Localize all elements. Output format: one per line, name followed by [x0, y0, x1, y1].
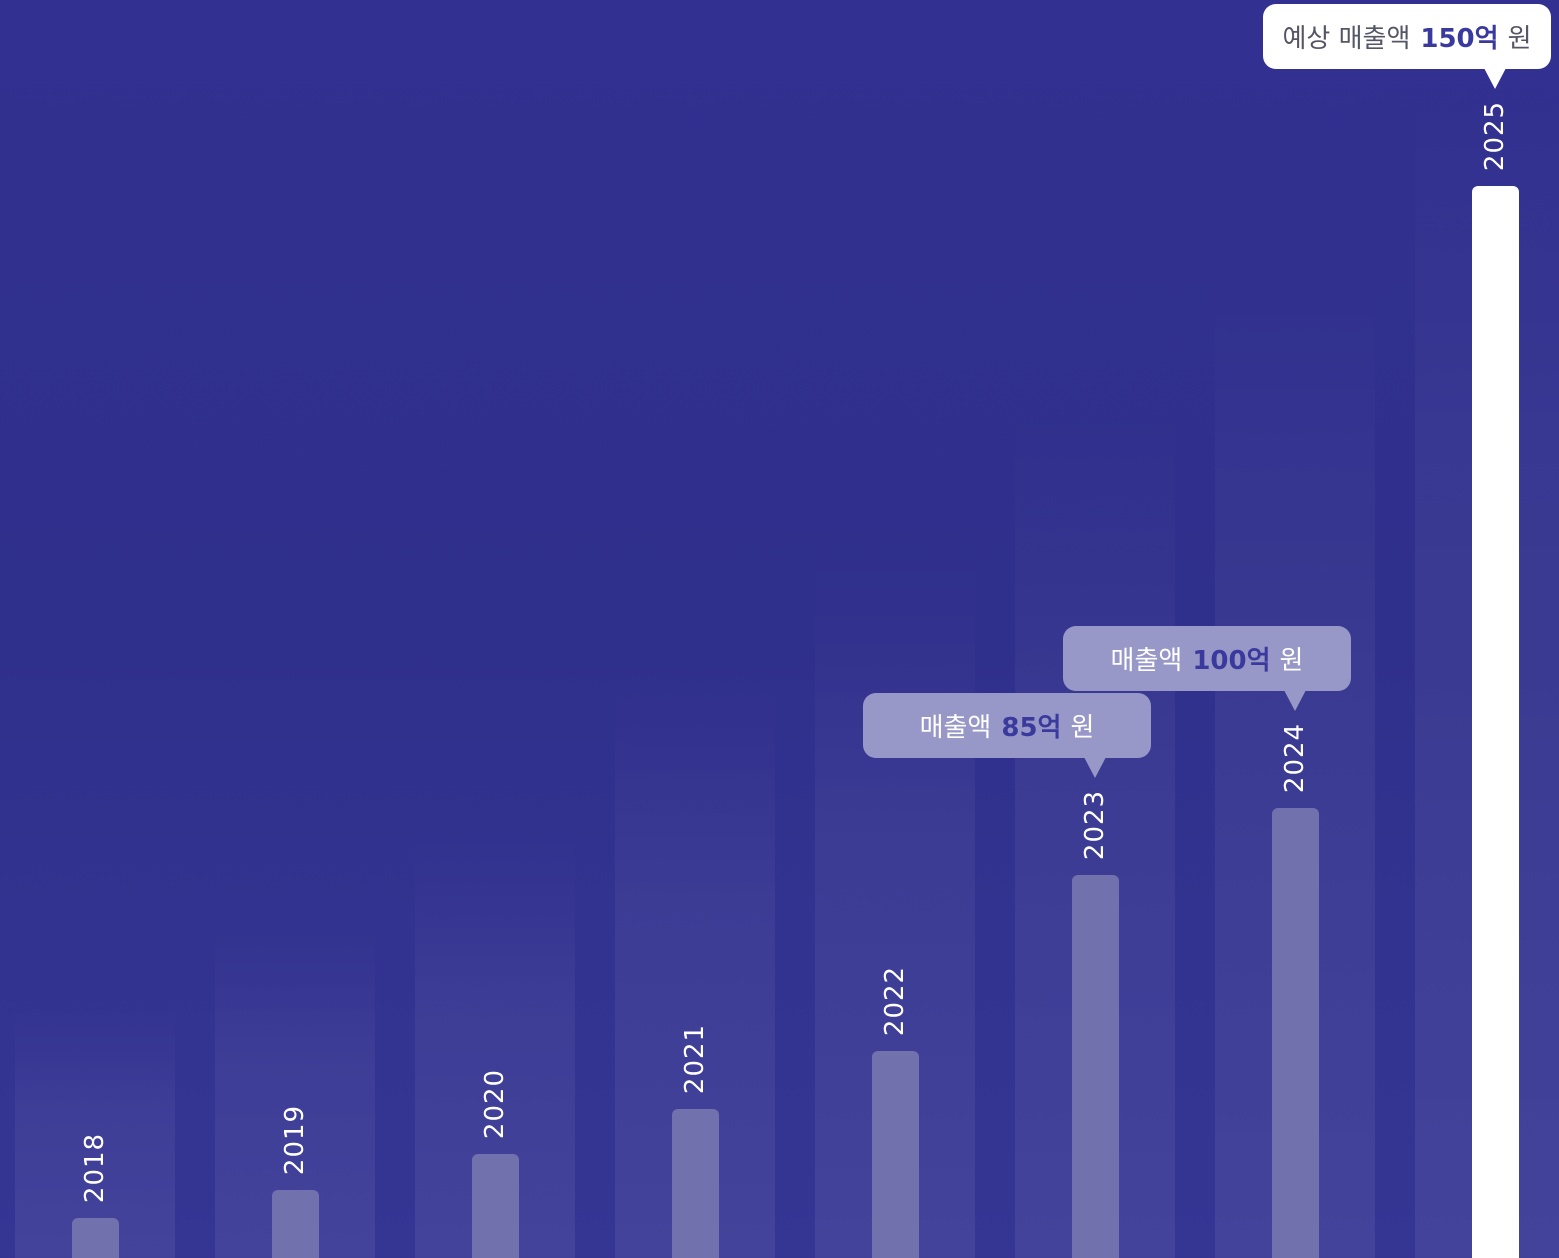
callout-prefix: 매출액 [919, 713, 992, 744]
bar-2025 [1471, 186, 1519, 1258]
year-label-2025: 2025 [1480, 100, 1510, 172]
callout-pointer [1284, 689, 1306, 711]
year-label-2020: 2020 [480, 1069, 510, 1140]
bar-2022 [871, 1050, 919, 1258]
callout-unit: 원 [1070, 713, 1095, 744]
background-column [15, 1008, 175, 1258]
year-label-2021: 2021 [680, 1024, 710, 1095]
callout-value: 85억 [1001, 713, 1062, 744]
callout-unit: 원 [1279, 645, 1304, 676]
bar-2018 [71, 1218, 119, 1258]
callout-pointer [1084, 757, 1106, 779]
year-label-2024: 2024 [1280, 722, 1310, 793]
bar-2019 [271, 1190, 319, 1258]
bar-2021 [671, 1109, 719, 1258]
callout-value: 150억 [1420, 24, 1499, 54]
bar-2023 [1071, 875, 1119, 1258]
year-label-2018: 2018 [80, 1132, 110, 1204]
year-label-2023: 2023 [1080, 790, 1110, 861]
callout-value: 100억 [1192, 645, 1271, 676]
year-label-2019: 2019 [280, 1105, 310, 1176]
callout-prefix: 매출액 [1110, 645, 1183, 676]
callout-2025: 예상 매출액 150억 원 [1263, 4, 1551, 89]
callout-pointer [1484, 68, 1506, 89]
year-label-2022: 2022 [880, 965, 910, 1036]
callout-2024: 매출액 100억 원 [1063, 625, 1351, 711]
callout-2023: 매출액 85억 원 [863, 693, 1151, 779]
bar-2020 [471, 1154, 519, 1258]
callout-prefix: 예상 매출액 [1282, 24, 1411, 54]
bar-2024 [1271, 807, 1319, 1258]
callout-unit: 원 [1507, 24, 1532, 54]
